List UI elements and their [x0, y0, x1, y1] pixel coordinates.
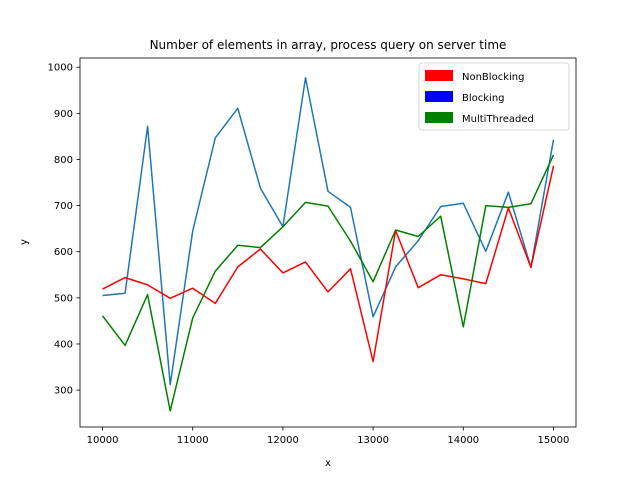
- y-tick-label: 300: [54, 386, 73, 397]
- x-tick-label: 11000: [177, 435, 209, 446]
- plot-frame: [79, 57, 577, 428]
- legend-swatch: [425, 91, 453, 102]
- y-tick-label: 500: [54, 293, 73, 304]
- x-axis-label: x: [325, 458, 331, 469]
- legend-swatch: [425, 112, 453, 123]
- legend-label: Blocking: [462, 93, 505, 104]
- legend-label: MultiThreaded: [462, 114, 534, 125]
- chart-title: Number of elements in array, process que…: [150, 38, 507, 52]
- y-tick-label: 600: [54, 247, 73, 258]
- x-tick-label: 10000: [87, 435, 119, 446]
- x-axis: 10000 11000 12000 13000 14000 15000: [87, 427, 570, 446]
- series-line-3: [101, 154, 555, 412]
- series-line-1: [102, 77, 555, 386]
- x-tick-label: 12000: [267, 435, 299, 446]
- series-layer: [101, 77, 555, 412]
- y-axis: 300 400 500 600 700 800 900 1000: [48, 63, 80, 397]
- legend: NonBlocking Blocking MultiThreaded: [418, 62, 570, 131]
- y-tick-label: 1000: [48, 63, 73, 74]
- x-tick-label: 14000: [447, 435, 479, 446]
- y-tick-label: 400: [54, 339, 73, 350]
- x-tick-label: 13000: [357, 435, 389, 446]
- y-axis-label: y: [19, 239, 30, 245]
- legend-label: NonBlocking: [462, 72, 524, 83]
- y-tick-label: 700: [54, 201, 73, 212]
- legend-box: [418, 62, 570, 131]
- legend-swatch: [425, 70, 453, 81]
- series-line-2: [102, 165, 555, 363]
- y-tick-label: 900: [54, 109, 73, 120]
- x-tick-label: 15000: [538, 435, 570, 446]
- y-tick-label: 800: [54, 155, 73, 166]
